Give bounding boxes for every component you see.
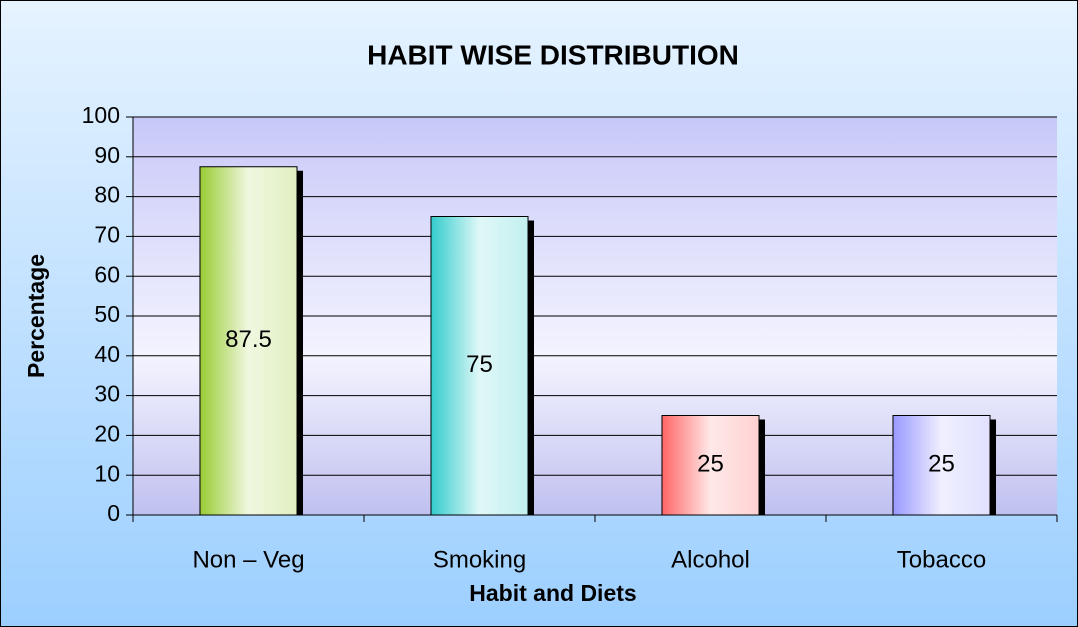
bar: [430, 216, 529, 516]
x-tick-label: Smoking: [433, 546, 526, 573]
data-label: 75: [466, 351, 493, 378]
y-tick-label: 40: [94, 341, 120, 367]
x-axis-label: Habit and Diets: [469, 580, 636, 606]
data-label: 25: [928, 451, 955, 478]
y-tick-label: 80: [94, 182, 120, 208]
x-tick-label: Alcohol: [671, 546, 750, 573]
bar: [892, 415, 991, 516]
y-tick-label: 50: [94, 301, 120, 327]
y-tick-label: 0: [107, 500, 120, 526]
y-tick-label: 90: [94, 142, 120, 168]
data-label: 87.5: [225, 326, 272, 353]
y-tick-label: 20: [94, 420, 120, 446]
bar: [199, 166, 298, 516]
data-label: 25: [697, 451, 724, 478]
y-axis-label: Percentage: [23, 254, 49, 378]
y-tick-label: 70: [94, 221, 120, 247]
x-tick-label: Non – Veg: [192, 546, 304, 573]
x-tick-label: Tobacco: [897, 546, 986, 573]
y-tick-label: 100: [82, 102, 120, 128]
y-tick-label: 30: [94, 381, 120, 407]
y-tick-label: 60: [94, 261, 120, 287]
y-tick-label: 10: [94, 460, 120, 486]
bar: [661, 415, 760, 516]
chart-title: HABIT WISE DISTRIBUTION: [367, 39, 739, 70]
